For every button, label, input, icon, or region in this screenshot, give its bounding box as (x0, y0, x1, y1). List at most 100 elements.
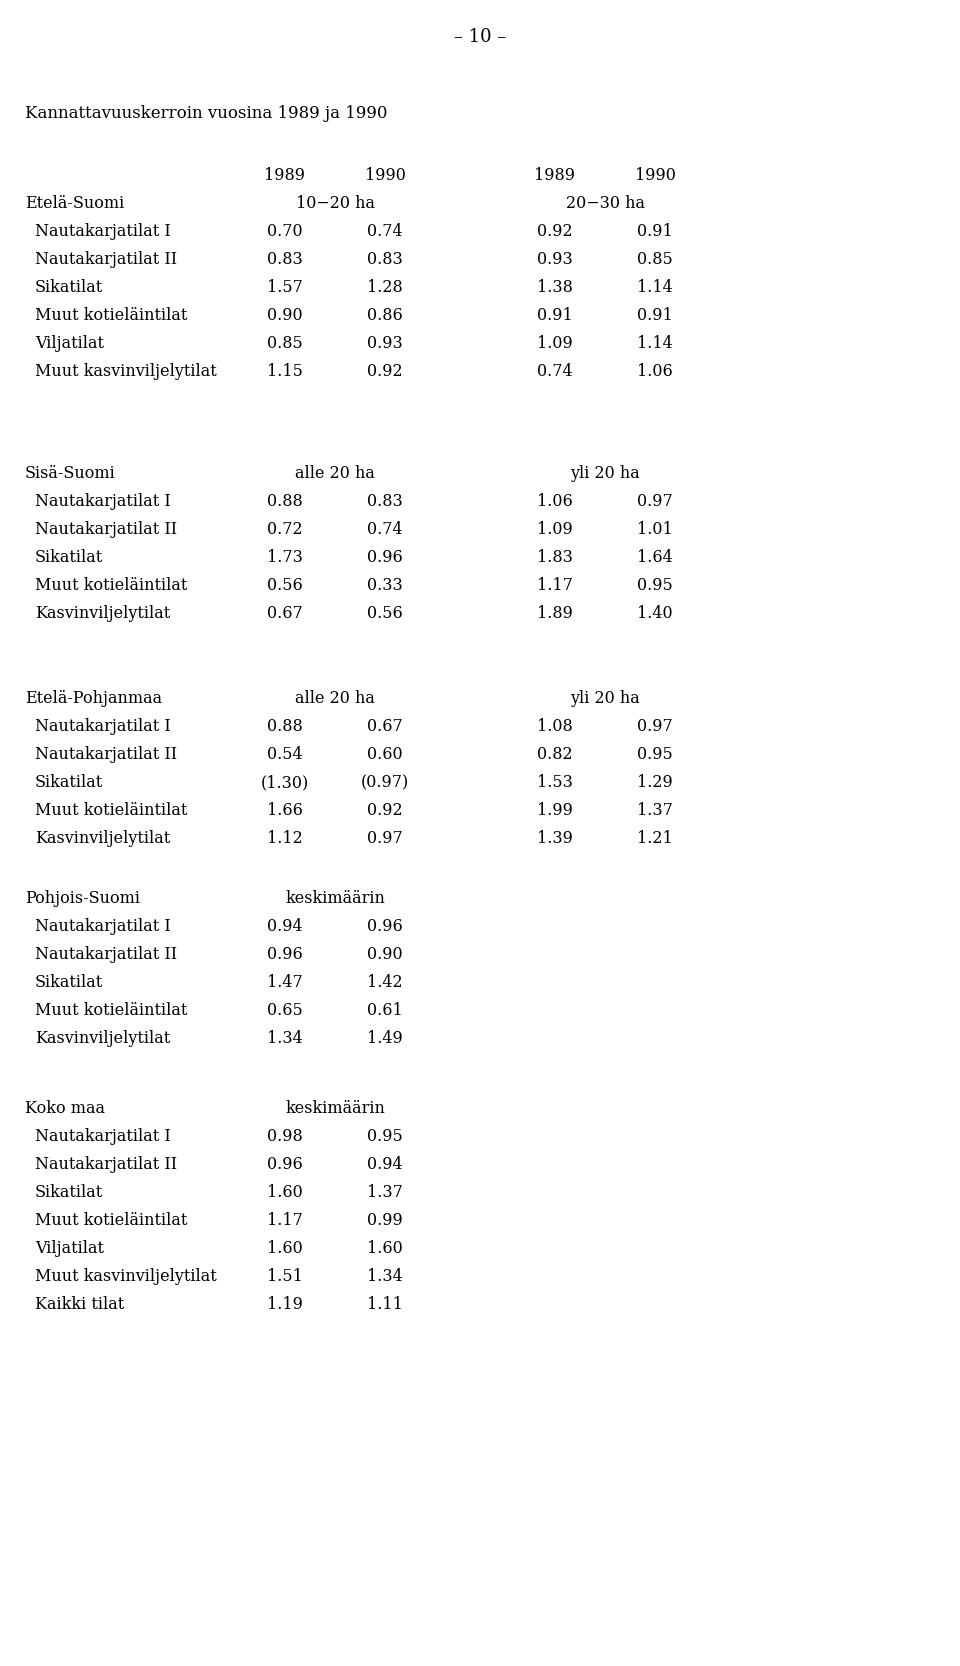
Text: Nautakarjatilat II: Nautakarjatilat II (35, 1156, 178, 1173)
Text: 0.91: 0.91 (637, 307, 673, 323)
Text: 1.99: 1.99 (537, 801, 573, 820)
Text: Kasvinviljelytilat: Kasvinviljelytilat (35, 1030, 170, 1046)
Text: Sikatilat: Sikatilat (35, 278, 104, 297)
Text: 0.96: 0.96 (367, 918, 403, 935)
Text: 1.47: 1.47 (267, 975, 302, 991)
Text: (1.30): (1.30) (261, 775, 309, 791)
Text: 1.37: 1.37 (367, 1185, 403, 1201)
Text: Kaikki tilat: Kaikki tilat (35, 1296, 124, 1313)
Text: Muut kasvinviljelytilat: Muut kasvinviljelytilat (35, 1268, 217, 1284)
Text: 0.97: 0.97 (637, 718, 673, 735)
Text: 0.95: 0.95 (367, 1128, 403, 1145)
Text: 1.17: 1.17 (267, 1211, 303, 1230)
Text: Nautakarjatilat I: Nautakarjatilat I (35, 718, 171, 735)
Text: Koko maa: Koko maa (25, 1100, 105, 1116)
Text: 1.89: 1.89 (537, 605, 573, 621)
Text: 0.67: 0.67 (267, 605, 302, 621)
Text: 0.90: 0.90 (367, 946, 403, 963)
Text: 1.60: 1.60 (267, 1240, 302, 1258)
Text: 0.83: 0.83 (367, 493, 403, 510)
Text: 1.51: 1.51 (267, 1268, 303, 1284)
Text: 1.53: 1.53 (537, 775, 573, 791)
Text: 0.83: 0.83 (367, 252, 403, 268)
Text: yli 20 ha: yli 20 ha (570, 465, 640, 481)
Text: 0.72: 0.72 (267, 521, 302, 538)
Text: 0.83: 0.83 (267, 252, 302, 268)
Text: 1.15: 1.15 (267, 363, 303, 380)
Text: 1990: 1990 (635, 167, 676, 183)
Text: 1.17: 1.17 (537, 576, 573, 595)
Text: 0.60: 0.60 (367, 746, 403, 763)
Text: 0.85: 0.85 (267, 335, 302, 352)
Text: 1.83: 1.83 (537, 550, 573, 566)
Text: Pohjois-Suomi: Pohjois-Suomi (25, 890, 140, 906)
Text: 10−20 ha: 10−20 ha (296, 195, 374, 212)
Text: 0.96: 0.96 (267, 946, 302, 963)
Text: Nautakarjatilat II: Nautakarjatilat II (35, 252, 178, 268)
Text: 1.01: 1.01 (637, 521, 673, 538)
Text: Nautakarjatilat II: Nautakarjatilat II (35, 946, 178, 963)
Text: 1989: 1989 (535, 167, 575, 183)
Text: 0.86: 0.86 (367, 307, 403, 323)
Text: Nautakarjatilat II: Nautakarjatilat II (35, 521, 178, 538)
Text: 0.88: 0.88 (267, 718, 302, 735)
Text: 1.09: 1.09 (538, 335, 573, 352)
Text: 0.93: 0.93 (538, 252, 573, 268)
Text: Sikatilat: Sikatilat (35, 975, 104, 991)
Text: 0.97: 0.97 (637, 493, 673, 510)
Text: 0.92: 0.92 (538, 223, 573, 240)
Text: 0.94: 0.94 (367, 1156, 403, 1173)
Text: Kannattavuuskerroin vuosina 1989 ja 1990: Kannattavuuskerroin vuosina 1989 ja 1990 (25, 105, 388, 122)
Text: 0.54: 0.54 (267, 746, 302, 763)
Text: Sikatilat: Sikatilat (35, 550, 104, 566)
Text: 1.29: 1.29 (637, 775, 673, 791)
Text: 0.67: 0.67 (367, 718, 403, 735)
Text: Muut kotieläintilat: Muut kotieläintilat (35, 576, 187, 595)
Text: 0.74: 0.74 (538, 363, 573, 380)
Text: Kasvinviljelytilat: Kasvinviljelytilat (35, 605, 170, 621)
Text: 0.98: 0.98 (267, 1128, 302, 1145)
Text: 0.74: 0.74 (367, 223, 403, 240)
Text: 0.82: 0.82 (538, 746, 573, 763)
Text: 0.96: 0.96 (267, 1156, 302, 1173)
Text: 0.70: 0.70 (267, 223, 302, 240)
Text: 0.33: 0.33 (367, 576, 403, 595)
Text: 1.09: 1.09 (538, 521, 573, 538)
Text: 0.92: 0.92 (367, 363, 403, 380)
Text: 1.66: 1.66 (267, 801, 303, 820)
Text: Nautakarjatilat I: Nautakarjatilat I (35, 223, 171, 240)
Text: 1.42: 1.42 (367, 975, 403, 991)
Text: 1.64: 1.64 (637, 550, 673, 566)
Text: Kasvinviljelytilat: Kasvinviljelytilat (35, 830, 170, 846)
Text: Muut kasvinviljelytilat: Muut kasvinviljelytilat (35, 363, 217, 380)
Text: Nautakarjatilat I: Nautakarjatilat I (35, 493, 171, 510)
Text: Muut kotieläintilat: Muut kotieläintilat (35, 1001, 187, 1020)
Text: 0.92: 0.92 (367, 801, 403, 820)
Text: 0.91: 0.91 (637, 223, 673, 240)
Text: 1.38: 1.38 (537, 278, 573, 297)
Text: 1.39: 1.39 (537, 830, 573, 846)
Text: 0.56: 0.56 (267, 576, 302, 595)
Text: 0.74: 0.74 (367, 521, 403, 538)
Text: Muut kotieläintilat: Muut kotieläintilat (35, 801, 187, 820)
Text: 1.06: 1.06 (637, 363, 673, 380)
Text: 1.21: 1.21 (637, 830, 673, 846)
Text: 1.34: 1.34 (367, 1268, 403, 1284)
Text: 1.73: 1.73 (267, 550, 303, 566)
Text: 1.37: 1.37 (637, 801, 673, 820)
Text: 0.65: 0.65 (267, 1001, 302, 1020)
Text: Etelä-Pohjanmaa: Etelä-Pohjanmaa (25, 690, 162, 706)
Text: 1.06: 1.06 (538, 493, 573, 510)
Text: 0.93: 0.93 (367, 335, 403, 352)
Text: 1990: 1990 (365, 167, 405, 183)
Text: 1.12: 1.12 (267, 830, 302, 846)
Text: Nautakarjatilat I: Nautakarjatilat I (35, 918, 171, 935)
Text: 0.95: 0.95 (637, 576, 673, 595)
Text: Nautakarjatilat II: Nautakarjatilat II (35, 746, 178, 763)
Text: 20−30 ha: 20−30 ha (565, 195, 644, 212)
Text: Viljatilat: Viljatilat (35, 1240, 104, 1258)
Text: Etelä-Suomi: Etelä-Suomi (25, 195, 124, 212)
Text: – 10 –: – 10 – (454, 28, 506, 47)
Text: Sikatilat: Sikatilat (35, 775, 104, 791)
Text: Muut kotieläintilat: Muut kotieläintilat (35, 307, 187, 323)
